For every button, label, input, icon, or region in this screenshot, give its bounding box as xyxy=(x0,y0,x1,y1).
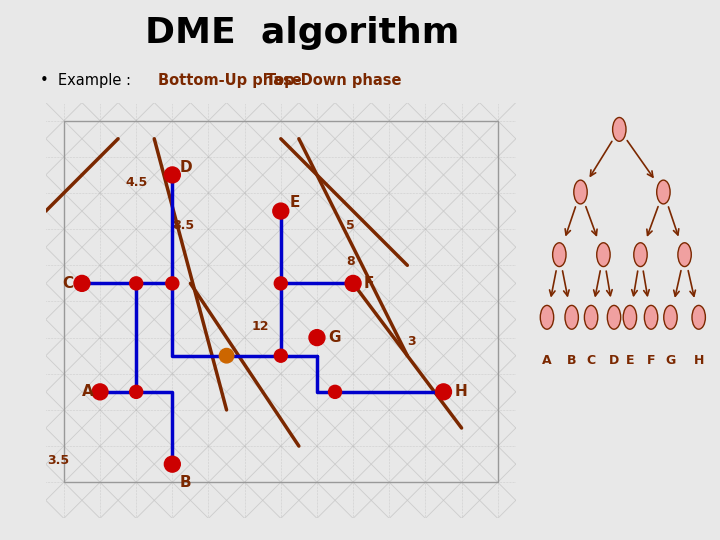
Circle shape xyxy=(345,275,361,292)
Circle shape xyxy=(585,306,598,329)
Text: Bottom-Up phase: Bottom-Up phase xyxy=(158,73,302,88)
Circle shape xyxy=(692,306,706,329)
Text: A: A xyxy=(542,354,552,367)
Circle shape xyxy=(644,306,658,329)
Text: C: C xyxy=(587,354,595,367)
Circle shape xyxy=(540,306,554,329)
Text: F: F xyxy=(647,354,655,367)
Text: E: E xyxy=(290,194,300,210)
Bar xyxy=(64,120,498,482)
Circle shape xyxy=(274,349,287,362)
Text: Top-Down phase: Top-Down phase xyxy=(266,73,402,88)
Circle shape xyxy=(74,275,90,292)
Circle shape xyxy=(166,277,179,290)
Text: 5: 5 xyxy=(346,219,355,232)
Circle shape xyxy=(92,384,108,400)
Text: DME  algorithm: DME algorithm xyxy=(145,16,459,50)
Text: D: D xyxy=(609,354,619,367)
Text: G: G xyxy=(665,354,675,367)
Circle shape xyxy=(624,306,636,329)
Text: B: B xyxy=(567,354,577,367)
Text: B: B xyxy=(179,475,192,490)
Circle shape xyxy=(273,203,289,219)
Text: G: G xyxy=(328,330,341,345)
Text: H: H xyxy=(454,384,467,400)
Circle shape xyxy=(328,386,341,399)
Circle shape xyxy=(657,180,670,204)
Text: H: H xyxy=(693,354,704,367)
Text: F: F xyxy=(364,276,374,291)
Text: 8.5: 8.5 xyxy=(172,219,194,232)
Text: •  Example :: • Example : xyxy=(40,73,135,88)
Text: 8: 8 xyxy=(346,255,354,268)
Text: 4.5: 4.5 xyxy=(125,176,148,189)
Circle shape xyxy=(565,306,578,329)
Circle shape xyxy=(164,456,180,472)
Text: A: A xyxy=(82,384,94,400)
Circle shape xyxy=(220,348,234,363)
Circle shape xyxy=(164,167,180,183)
Circle shape xyxy=(664,306,678,329)
Circle shape xyxy=(574,180,588,204)
Circle shape xyxy=(678,243,691,267)
Circle shape xyxy=(553,243,566,267)
Circle shape xyxy=(130,277,143,290)
Text: E: E xyxy=(626,354,634,367)
Text: D: D xyxy=(179,160,192,175)
Text: 3: 3 xyxy=(408,335,416,348)
Text: 12: 12 xyxy=(252,320,269,333)
Circle shape xyxy=(607,306,621,329)
Circle shape xyxy=(597,243,610,267)
Circle shape xyxy=(613,118,626,141)
Circle shape xyxy=(436,384,451,400)
Circle shape xyxy=(309,329,325,346)
Circle shape xyxy=(274,277,287,290)
Circle shape xyxy=(130,386,143,399)
Text: 3.5: 3.5 xyxy=(48,454,70,467)
Circle shape xyxy=(634,243,647,267)
Text: C: C xyxy=(62,276,73,291)
